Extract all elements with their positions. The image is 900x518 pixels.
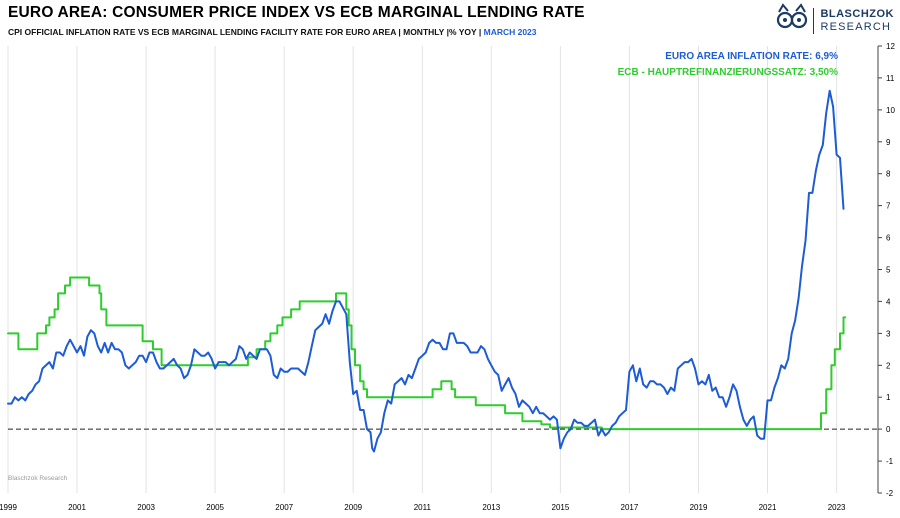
x-tick-label: 2009	[344, 503, 362, 512]
y-tick-label: 4	[886, 297, 891, 306]
y-tick-label: 5	[886, 266, 891, 275]
logo-text: BLASCHZOK RESEARCH	[820, 8, 894, 33]
x-tick-label: 2011	[414, 503, 432, 512]
y-tick-label: 8	[886, 170, 891, 179]
chart-subtitle: CPI OFFICIAL INFLATION RATE VS ECB MARGI…	[8, 27, 537, 37]
x-tick-label: 1999	[0, 503, 17, 512]
x-tick-label: 2003	[137, 503, 155, 512]
page-title: EURO AREA: CONSUMER PRICE INDEX VS ECB M…	[8, 4, 585, 21]
series-line-0	[7, 276, 847, 431]
y-tick-label: 11	[886, 74, 895, 83]
y-tick-label: 10	[886, 106, 895, 115]
logo-divider	[813, 7, 815, 34]
y-tick-label: 0	[886, 425, 891, 434]
legend-inflation-rate: EURO AREA INFLATION RATE: 6,9%	[665, 51, 838, 62]
owl-icon	[775, 3, 809, 38]
brand-logo: BLASCHZOK RESEARCH	[775, 3, 894, 38]
y-tick-label: 3	[886, 329, 891, 338]
x-tick-label: 2005	[206, 503, 224, 512]
legend-ecb-rate: ECB - HAUPTREFINANZIERUNGSSATZ: 3,50%	[617, 67, 838, 78]
y-tick-label: 9	[886, 138, 891, 147]
x-tick-label: 2017	[621, 503, 639, 512]
x-tick-label: 2013	[482, 503, 500, 512]
watermark: Blaschzok Research	[8, 475, 68, 482]
logo-line1: BLASCHZOK	[820, 7, 894, 20]
x-tick-label: 2007	[275, 503, 293, 512]
x-tick-label: 2001	[68, 503, 86, 512]
y-tick-label: 2	[886, 361, 891, 370]
x-tick-label: 2023	[828, 503, 846, 512]
x-tick-label: 2021	[759, 503, 777, 512]
y-tick-label: 7	[886, 202, 891, 211]
logo-line2: RESEARCH	[820, 20, 892, 33]
y-tick-label: -1	[886, 457, 894, 466]
y-tick-label: -2	[886, 489, 894, 498]
y-tick-label: 12	[886, 42, 895, 51]
y-tick-label: 1	[886, 393, 891, 402]
x-tick-label: 2015	[552, 503, 570, 512]
series-line-1	[7, 89, 845, 453]
y-tick-label: 6	[886, 234, 891, 243]
x-tick-label: 2019	[690, 503, 708, 512]
subtitle-date: MARCH 2023	[483, 27, 537, 37]
subtitle-text: CPI OFFICIAL INFLATION RATE VS ECB MARGI…	[8, 27, 484, 37]
